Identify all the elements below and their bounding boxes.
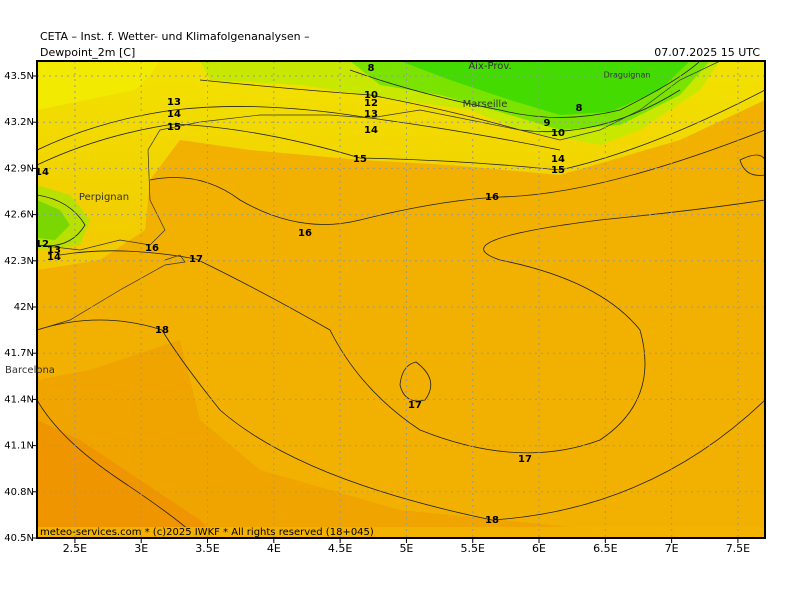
contour-label: 8 bbox=[576, 103, 583, 114]
x-tick-label: 4E bbox=[267, 542, 281, 555]
place-label: Marseille bbox=[463, 99, 508, 110]
coastline bbox=[37, 61, 721, 251]
contour-label: 18 bbox=[485, 515, 499, 526]
contour-label: 14 bbox=[47, 252, 61, 263]
contour-label: 13 bbox=[167, 97, 181, 108]
y-tick-label: 43.5N bbox=[4, 71, 34, 82]
contour-label: 14 bbox=[167, 109, 181, 120]
x-tick-label: 3E bbox=[134, 542, 148, 555]
x-tick-label: 5E bbox=[399, 542, 413, 555]
place-label: Barcelona bbox=[5, 365, 55, 376]
y-tick-label: 42N bbox=[14, 302, 34, 313]
contour-label: 12 bbox=[35, 239, 49, 250]
contour-label: 14 bbox=[364, 125, 378, 136]
x-tick-label: 5.5E bbox=[460, 542, 484, 555]
coastline bbox=[37, 254, 186, 331]
y-tick-label: 42.9N bbox=[4, 163, 34, 174]
x-tick-label: 2.5E bbox=[63, 542, 87, 555]
y-tick-label: 40.8N bbox=[4, 487, 34, 498]
y-tick-label: 43.2N bbox=[4, 117, 34, 128]
y-tick-label: 42.6N bbox=[4, 210, 34, 221]
contour-label: 18 bbox=[155, 325, 169, 336]
x-tick-label: 6.5E bbox=[593, 542, 617, 555]
place-label: Draguignan bbox=[604, 71, 651, 80]
header-title: CETA – Inst. f. Wetter- und Klimafolgena… bbox=[40, 30, 310, 43]
contour-label: 15 bbox=[353, 154, 367, 165]
x-tick-label: 7.5E bbox=[726, 542, 750, 555]
contour-label: 16 bbox=[298, 228, 312, 239]
x-tick-label: 4.5E bbox=[328, 542, 352, 555]
y-tick-label: 41.1N bbox=[4, 441, 34, 452]
y-tick-label: 42.3N bbox=[4, 256, 34, 267]
x-tick-label: 3.5E bbox=[195, 542, 219, 555]
x-tick-label: 6E bbox=[532, 542, 546, 555]
field-title: Dewpoint_2m [C] bbox=[40, 46, 135, 59]
contour-label: 16 bbox=[145, 243, 159, 254]
contour-label: 15 bbox=[167, 122, 181, 133]
y-tick-label: 40.5N bbox=[4, 533, 34, 544]
x-tick-label: 7E bbox=[665, 542, 679, 555]
map-field bbox=[37, 61, 765, 538]
contour-label: 14 bbox=[35, 167, 49, 178]
contour-label: 14 bbox=[551, 154, 565, 165]
contour-label: 17 bbox=[408, 400, 422, 411]
contour-label: 9 bbox=[544, 118, 551, 129]
contour-label: 10 bbox=[551, 128, 565, 139]
map-frame bbox=[36, 60, 766, 539]
place-label: Perpignan bbox=[79, 192, 129, 203]
contour-label: 16 bbox=[485, 192, 499, 203]
contour-label: 13 bbox=[364, 109, 378, 120]
contour-label: 13 bbox=[47, 245, 61, 256]
contour-label: 10 bbox=[364, 90, 378, 101]
contour-label: 12 bbox=[364, 98, 378, 109]
contour-label: 17 bbox=[189, 254, 203, 265]
y-tick-label: 41.4N bbox=[4, 394, 34, 405]
y-tick-label: 41.7N bbox=[4, 348, 34, 359]
timestamp: 07.07.2025 15 UTC bbox=[654, 46, 760, 59]
place-label: Aix-Prov. bbox=[468, 61, 511, 72]
contours bbox=[37, 61, 765, 538]
contour-label: 15 bbox=[551, 165, 565, 176]
contour-label: 8 bbox=[368, 63, 375, 74]
footer: meteo-services.com * (c)2025 IWKF * All … bbox=[40, 527, 374, 538]
contour-label: 17 bbox=[518, 454, 532, 465]
